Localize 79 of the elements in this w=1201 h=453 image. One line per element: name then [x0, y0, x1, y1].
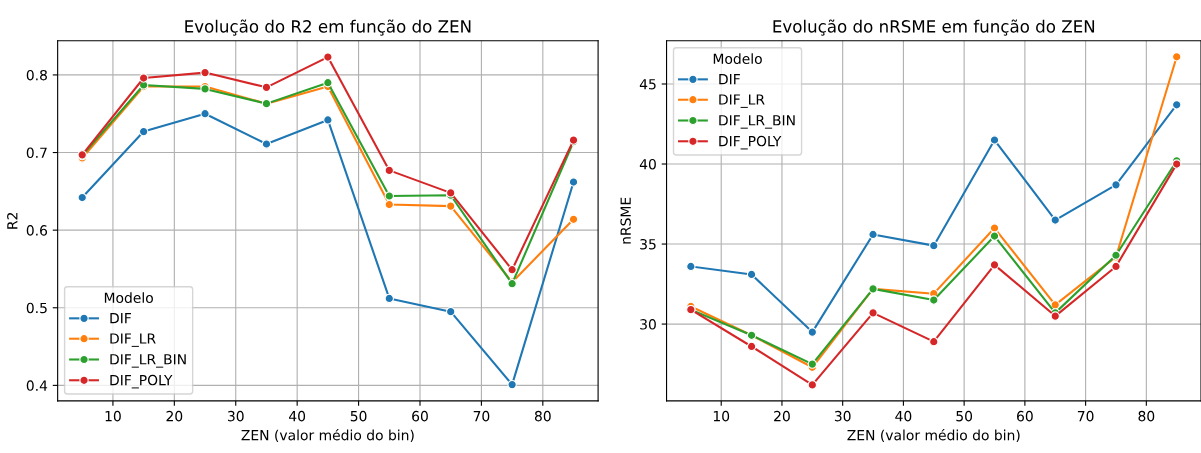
y-axis-title: R2	[7, 212, 18, 229]
x-tick-label: 50	[350, 410, 367, 422]
x-tick-label: 50	[956, 410, 973, 422]
point	[1171, 52, 1182, 62]
y-tick-label: 0.8	[26, 69, 47, 81]
x-tick-label: 80	[534, 410, 551, 422]
point	[568, 177, 579, 187]
point	[868, 308, 878, 318]
x-tick-label: 10	[713, 410, 730, 422]
point	[807, 327, 818, 337]
y-tick-label: 0.6	[26, 225, 48, 236]
point	[261, 82, 272, 93]
point	[384, 293, 395, 304]
chart-title: Evolução do R2 em função do ZEN	[185, 19, 471, 36]
point	[686, 261, 696, 272]
legend-title: Modelo	[713, 53, 762, 65]
x-axis-title: ZEN (valor médio do bin)	[847, 429, 1020, 443]
legend-label: DIF_LR_BIN	[110, 354, 186, 368]
x-tick-label: 70	[1077, 410, 1094, 422]
legend-label: DIF	[110, 313, 132, 324]
x-tick-label: 70	[473, 410, 490, 422]
y-tick-label: 0.4	[26, 380, 48, 391]
x-tick-label: 20	[774, 410, 790, 422]
point	[989, 223, 1000, 233]
x-tick-label: 60	[1017, 410, 1033, 422]
point	[746, 269, 757, 280]
point	[807, 380, 818, 390]
point	[507, 265, 517, 275]
point	[384, 165, 395, 176]
x-tick-label: 20	[166, 410, 183, 422]
x-tick-label: 30	[227, 410, 244, 422]
point	[1111, 261, 1121, 272]
chart-title: Evolução do nRSME em função do ZEN	[773, 19, 1095, 36]
point	[989, 135, 1000, 145]
x-tick-label: 10	[105, 410, 121, 422]
point	[989, 260, 1000, 270]
point	[1050, 300, 1060, 310]
point	[929, 240, 939, 251]
x-tick-label: 60	[412, 410, 428, 422]
y-tick-label: 30	[640, 319, 656, 330]
point	[323, 52, 333, 62]
point	[323, 115, 333, 125]
y-tick-label: 45	[639, 79, 656, 90]
point	[138, 73, 149, 83]
point	[989, 231, 1000, 241]
y-tick-label: 0.5	[26, 302, 47, 314]
point	[746, 341, 757, 352]
y-tick-label: 35	[640, 239, 656, 250]
legend-label: DIF	[719, 74, 740, 85]
point	[445, 306, 456, 317]
legend-label: DIF_LR	[110, 333, 156, 347]
point	[507, 379, 517, 390]
y-tick-label: 0.7	[26, 147, 47, 159]
point	[929, 336, 939, 347]
point	[1111, 180, 1121, 190]
x-tick-label: 80	[1138, 410, 1155, 422]
point	[384, 199, 395, 210]
point	[1050, 215, 1060, 225]
legend-label: DIF_LR	[719, 94, 765, 108]
x-tick-label: 40	[895, 410, 912, 422]
point	[445, 201, 456, 211]
point	[868, 229, 878, 240]
y-axis-title: nRSME	[620, 197, 631, 244]
x-tick-label: 30	[834, 410, 851, 422]
legend-label: DIF_LR_BIN	[719, 115, 795, 129]
point	[929, 295, 939, 305]
x-axis-title: ZEN (valor médio do bin)	[241, 429, 414, 443]
point	[323, 77, 333, 88]
point	[384, 191, 395, 201]
legend-title: Modelo	[104, 292, 153, 304]
point	[568, 214, 579, 225]
point	[1171, 100, 1182, 110]
point	[261, 139, 272, 149]
point	[77, 192, 87, 203]
legend-label: DIF_POLY	[719, 135, 782, 150]
point	[200, 109, 210, 119]
x-tick-label: 40	[289, 410, 306, 422]
legend-label: DIF_POLY	[110, 374, 173, 389]
y-tick-label: 40	[639, 158, 656, 170]
